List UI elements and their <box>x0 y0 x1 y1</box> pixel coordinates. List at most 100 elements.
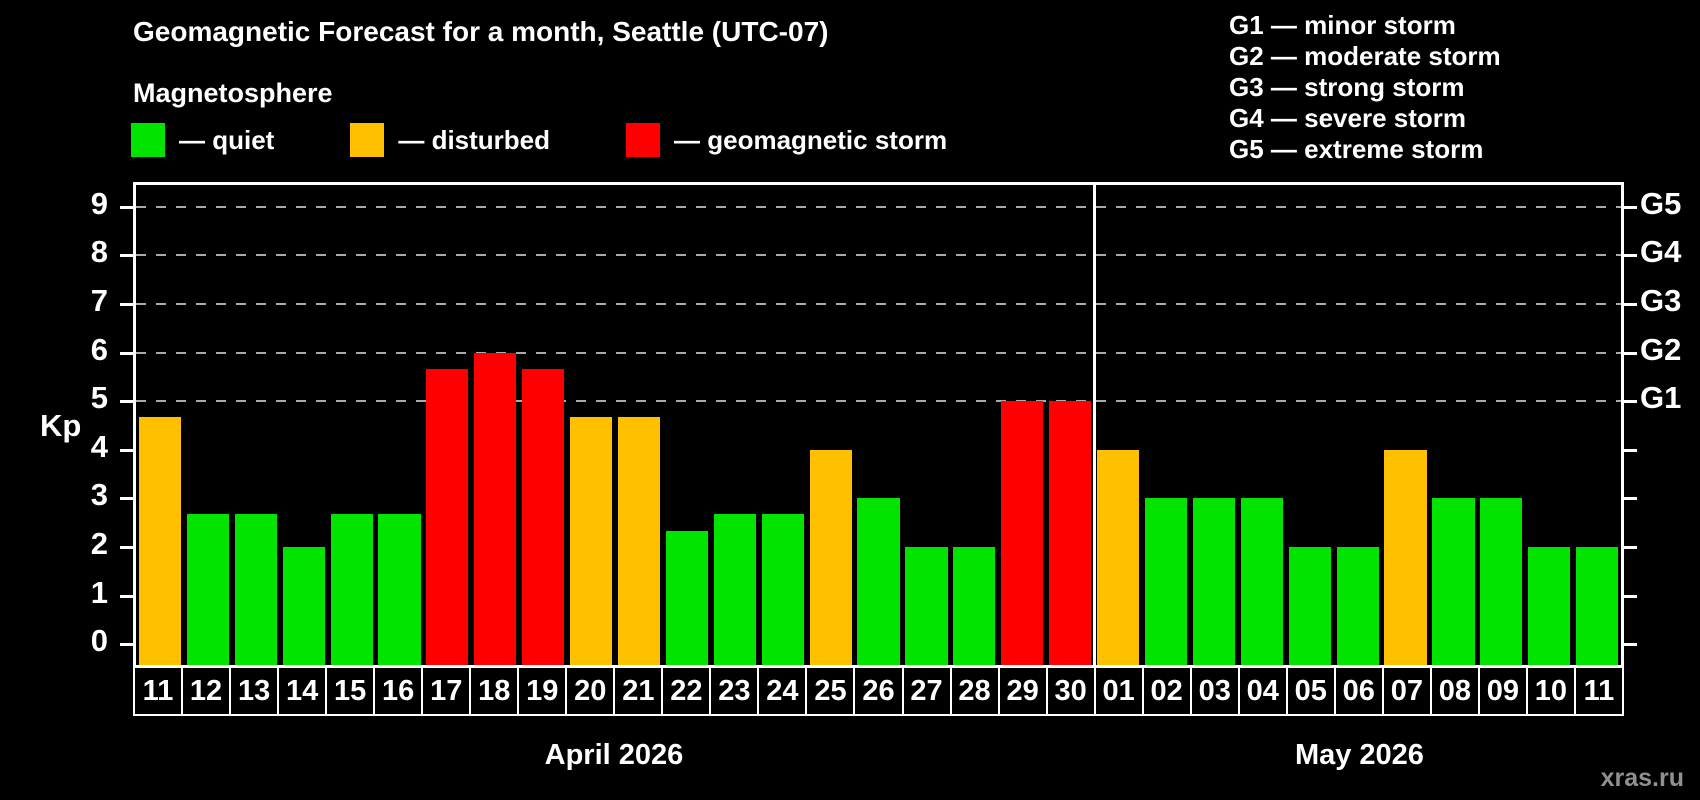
legend-item-label: — quiet <box>179 124 275 155</box>
y-tick-mark-right-2 <box>1624 545 1637 549</box>
y-tick-label: 6 <box>90 331 108 367</box>
day-label-cell: 11 <box>1573 668 1622 714</box>
day-label-cell: 01 <box>1093 668 1142 714</box>
kp-bar <box>1049 401 1092 665</box>
day-column <box>1094 185 1142 665</box>
y-tick-mark-right-8 <box>1624 254 1637 258</box>
g-legend-item: G2 — moderate storm <box>1229 41 1501 71</box>
g-scale-label-g2: G2 <box>1640 331 1682 367</box>
legend-item-disturbed: — disturbed <box>350 123 550 157</box>
day-label-cell: 20 <box>565 668 613 714</box>
month-label: April 2026 <box>544 738 684 771</box>
day-label-cell: 13 <box>229 668 277 714</box>
magnetosphere-legend: — quiet — disturbed — geomagnetic storm <box>131 122 947 158</box>
legend-item-quiet: — quiet <box>131 123 274 157</box>
g-legend-item: G5 — extreme storm <box>1229 134 1484 164</box>
legend-swatch-quiet <box>131 123 165 157</box>
day-label-cell: 28 <box>949 668 998 714</box>
day-label-cell: 24 <box>757 668 805 714</box>
day-column <box>711 185 759 665</box>
day-label-cell: 18 <box>469 668 517 714</box>
day-label-cell: 15 <box>325 668 373 714</box>
day-column <box>1382 185 1430 665</box>
kp-bar <box>570 417 613 665</box>
day-column <box>759 185 807 665</box>
day-column <box>280 185 328 665</box>
day-column <box>615 185 663 665</box>
y-tick-mark-right-5 <box>1624 400 1637 404</box>
g-scale-label-g5: G5 <box>1640 185 1682 221</box>
day-axis: 11 12 13 14 15 16 17 18 19 20 21 22 23 24 25 26 27 28 29 30… <box>133 668 1624 716</box>
y-tick-label: 8 <box>90 234 108 270</box>
day-column <box>519 185 567 665</box>
right-axis-g-labels: G1 G2 G3 G4 G5 <box>1640 182 1700 662</box>
legend-item-storm: — geomagnetic storm <box>626 123 947 157</box>
kp-bar <box>905 546 948 665</box>
day-column <box>903 185 951 665</box>
day-label-cell: 25 <box>805 668 853 714</box>
day-column <box>328 185 376 665</box>
day-column <box>1525 185 1573 665</box>
kp-bar <box>1336 546 1379 665</box>
day-column <box>1142 185 1190 665</box>
y-tick-mark-right-1 <box>1624 594 1637 598</box>
chart-title: Geomagnetic Forecast for a month, Seattl… <box>133 16 829 47</box>
y-tick-label: 3 <box>90 477 108 513</box>
g-scale-label-g3: G3 <box>1640 283 1682 319</box>
y-tick-mark-right-6 <box>1624 351 1637 355</box>
y-tick-mark-right-3 <box>1624 497 1637 501</box>
y-axis-title: Kp <box>40 408 82 443</box>
day-column <box>998 185 1046 665</box>
kp-bar <box>1384 449 1427 665</box>
kp-bar <box>474 352 517 665</box>
day-label-cell: 19 <box>517 668 565 714</box>
kp-bar <box>1144 498 1188 665</box>
day-label-cell: 06 <box>1333 668 1382 714</box>
y-tick-label: 2 <box>90 525 108 561</box>
kp-bar <box>186 514 229 665</box>
legend-swatch-disturbed <box>350 123 385 157</box>
kp-bar <box>953 546 996 665</box>
month-separator <box>1093 185 1097 665</box>
y-tick-mark-left-0 <box>120 643 133 647</box>
day-label-cell: 16 <box>373 668 421 714</box>
y-tick-mark-right-0 <box>1624 643 1637 647</box>
kp-bar <box>282 546 325 665</box>
bars-container <box>136 185 1621 665</box>
day-column <box>1477 185 1525 665</box>
day-column <box>376 185 424 665</box>
kp-bar <box>665 530 708 665</box>
day-label-cell: 09 <box>1477 668 1526 714</box>
gridline-kp-5 <box>136 400 1621 403</box>
kp-bar <box>857 498 900 665</box>
day-label-cell: 10 <box>1525 668 1574 714</box>
day-label-cell: 22 <box>661 668 709 714</box>
y-tick-mark-left-6 <box>120 351 133 355</box>
y-tick-mark-left-3 <box>120 497 133 501</box>
day-label-cell: 07 <box>1381 668 1430 714</box>
day-label-cell: 02 <box>1141 668 1190 714</box>
y-axis-tick-labels: 0 1 2 3 4 5 6 7 8 9 <box>20 182 108 662</box>
month-labels: April 2026 May 2026 <box>133 730 1624 780</box>
day-column <box>1238 185 1286 665</box>
y-tick-mark-right-9 <box>1624 205 1637 209</box>
gridline-kp-9 <box>136 205 1621 208</box>
watermark: xras.ru <box>1600 764 1684 792</box>
day-label-cell: 11 <box>142 674 174 707</box>
day-label-cell: 23 <box>709 668 757 714</box>
day-label-cell: 03 <box>1189 668 1238 714</box>
y-tick-label: 5 <box>90 380 108 416</box>
kp-bar <box>713 514 756 665</box>
y-tick-mark-right-7 <box>1624 303 1637 307</box>
y-tick-label: 0 <box>90 623 108 659</box>
month-label: May 2026 <box>1294 738 1424 771</box>
kp-bar <box>522 368 565 665</box>
g-scale-legend: G1 — minor storm G2 — moderate storm G3 — … <box>1229 10 1501 165</box>
y-tick-mark-left-7 <box>120 303 133 307</box>
day-column <box>423 185 471 665</box>
kp-bar <box>330 514 373 665</box>
g-scale-label-g4: G4 <box>1640 234 1682 270</box>
g-legend-item: G4 — severe storm <box>1229 103 1467 133</box>
y-tick-mark-left-2 <box>120 545 133 549</box>
